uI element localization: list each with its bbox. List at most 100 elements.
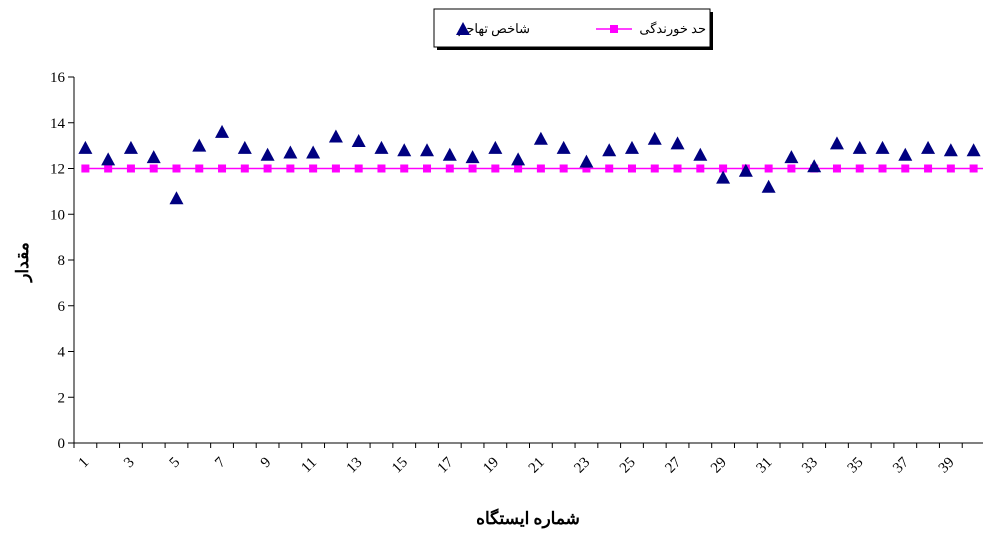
y-tick-label: 12	[50, 162, 65, 178]
aggression-index-point	[921, 140, 936, 154]
aggression-index-point	[374, 140, 389, 154]
x-tick-label: 25	[617, 455, 639, 477]
x-tick-label: 17	[435, 454, 457, 476]
corrosion-limit-point	[878, 164, 887, 173]
corrosion-limit-point	[969, 164, 978, 173]
x-tick-label: 11	[298, 455, 320, 477]
aggression-index-point	[738, 163, 753, 177]
corrosion-limit-point	[696, 164, 705, 173]
aggression-index-point	[761, 179, 776, 193]
aggression-index-point	[260, 147, 275, 161]
aggression-index-point	[966, 143, 981, 157]
corrosion-limit-point	[423, 164, 432, 173]
corrosion-limit-point	[582, 164, 591, 173]
corrosion-limit-point	[673, 164, 682, 173]
y-tick-label: 8	[58, 253, 66, 269]
x-tick-label: 21	[526, 455, 548, 477]
aggression-index-point	[237, 140, 252, 154]
aggression-index-point	[169, 191, 184, 205]
corrosion-limit-point	[901, 164, 910, 173]
y-tick-label: 10	[50, 207, 65, 223]
aggression-index-point	[716, 170, 731, 184]
y-tick-label: 16	[50, 70, 66, 86]
y-tick-label: 6	[58, 299, 66, 315]
aggression-index-point	[511, 152, 526, 166]
corrosion-limit-point	[126, 164, 135, 173]
x-axis: 1 3 5 7 9 11 13 15 17 19 21 23 25 27 29 31 33 35 37 39	[73, 442, 983, 477]
corrosion-limit-point	[832, 164, 841, 173]
corrosion-limit-point	[331, 164, 340, 173]
corrosion-limit-point	[536, 164, 545, 173]
aggression-index-point	[647, 131, 662, 145]
series-aggression-index	[78, 124, 981, 205]
legend-marker-triangle	[456, 22, 470, 35]
corrosion-limit-point	[445, 164, 454, 173]
aggression-index-point	[351, 134, 366, 148]
corrosion-limit-point	[605, 164, 614, 173]
y-axis-title: مقدار	[13, 242, 33, 284]
aggression-index-point	[693, 147, 708, 161]
aggression-index-point	[306, 145, 321, 159]
aggression-index-point	[328, 129, 343, 143]
y-axis: 0 2 4 6 8 10 12 14 16	[50, 70, 75, 452]
corrosion-limit-point	[559, 164, 568, 173]
corrosion-limit-point	[149, 164, 158, 173]
aggression-index-point	[123, 140, 138, 154]
aggression-index-point	[465, 150, 480, 164]
corrosion-limit-point	[354, 164, 363, 173]
corrosion-limit-point	[764, 164, 773, 173]
aggression-index-point	[807, 159, 822, 173]
corrosion-limit-point	[946, 164, 955, 173]
corrosion-limit-point	[855, 164, 864, 173]
y-tick-label: 4	[58, 345, 66, 361]
corrosion-limit-point	[195, 164, 204, 173]
aggression-index-point	[101, 152, 116, 166]
aggression-index-point	[624, 140, 639, 154]
x-tick-label: 31	[754, 455, 776, 477]
aggression-index-point	[488, 140, 503, 154]
x-tick-label: 27	[662, 454, 684, 476]
aggression-index-point	[875, 140, 890, 154]
legend-box	[433, 8, 711, 48]
x-tick-label: 29	[708, 455, 730, 477]
legend: شاخص تهاجم حد خورندگی	[433, 8, 713, 50]
corrosion-limit-point	[514, 164, 523, 173]
x-tick-label: 5	[167, 455, 184, 472]
x-tick-label: 37	[890, 454, 912, 476]
x-tick-label: 7	[212, 454, 229, 471]
legend-marker-square	[610, 25, 618, 33]
aggression-index-point	[192, 138, 207, 152]
y-tick-label: 2	[58, 390, 66, 406]
legend-label-aggression: شاخص تهاجم	[458, 21, 530, 37]
x-tick-label: 9	[258, 455, 275, 472]
series-corrosion-limit	[81, 164, 983, 173]
corrosion-limit-point	[309, 164, 318, 173]
corrosion-limit-point	[286, 164, 295, 173]
aggression-index-point	[829, 136, 844, 150]
aggression-index-point	[943, 143, 958, 157]
legend-label-corrosion-limit: حد خورندگی	[639, 21, 706, 37]
aggression-index-point	[146, 150, 161, 164]
corrosion-limit-point	[400, 164, 409, 173]
corrosion-limit-point	[491, 164, 500, 173]
aggression-index-point	[533, 131, 548, 145]
corrosion-limit-point	[468, 164, 477, 173]
corrosion-limit-point	[787, 164, 796, 173]
corrosion-limit-point	[263, 164, 272, 173]
x-tick-label: 23	[571, 455, 593, 477]
y-tick-label: 14	[50, 116, 66, 132]
corrosion-limit-point	[650, 164, 659, 173]
corrosion-limit-point	[924, 164, 933, 173]
aggression-index-point	[898, 147, 913, 161]
x-tick-label: 19	[480, 455, 502, 477]
aggression-index-point	[397, 143, 412, 157]
y-tick-label: 0	[58, 436, 66, 452]
x-tick-label: 1	[76, 455, 93, 472]
x-tick-label: 3	[121, 455, 138, 472]
aggression-index-point	[602, 143, 617, 157]
aggression-index-point	[215, 124, 230, 138]
x-tick-label: 13	[344, 455, 366, 477]
aggression-index-point	[442, 147, 457, 161]
aggression-index-point	[78, 140, 93, 154]
